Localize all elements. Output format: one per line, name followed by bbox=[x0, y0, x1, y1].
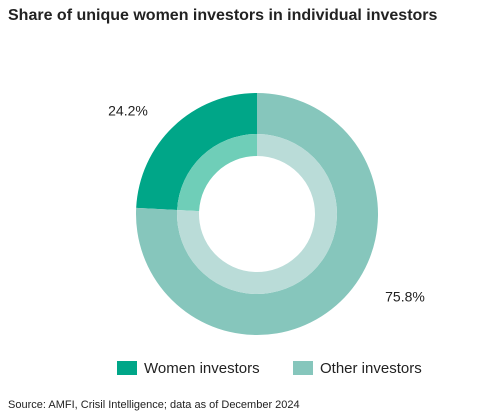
value-label: 75.8% bbox=[385, 289, 425, 305]
value-label: 24.2% bbox=[108, 103, 148, 119]
source-note: Source: AMFI, Crisil Intelligence; data … bbox=[8, 399, 300, 411]
legend-label: Other investors bbox=[320, 360, 422, 377]
inner-ring-segment bbox=[177, 134, 257, 212]
donut-segment bbox=[135, 93, 378, 335]
legend-label: Women investors bbox=[144, 360, 260, 377]
chart-title: Share of unique women investors in indiv… bbox=[8, 7, 438, 24]
legend-swatch bbox=[293, 361, 313, 375]
legend-swatch bbox=[117, 361, 137, 375]
donut-segment bbox=[136, 93, 257, 210]
